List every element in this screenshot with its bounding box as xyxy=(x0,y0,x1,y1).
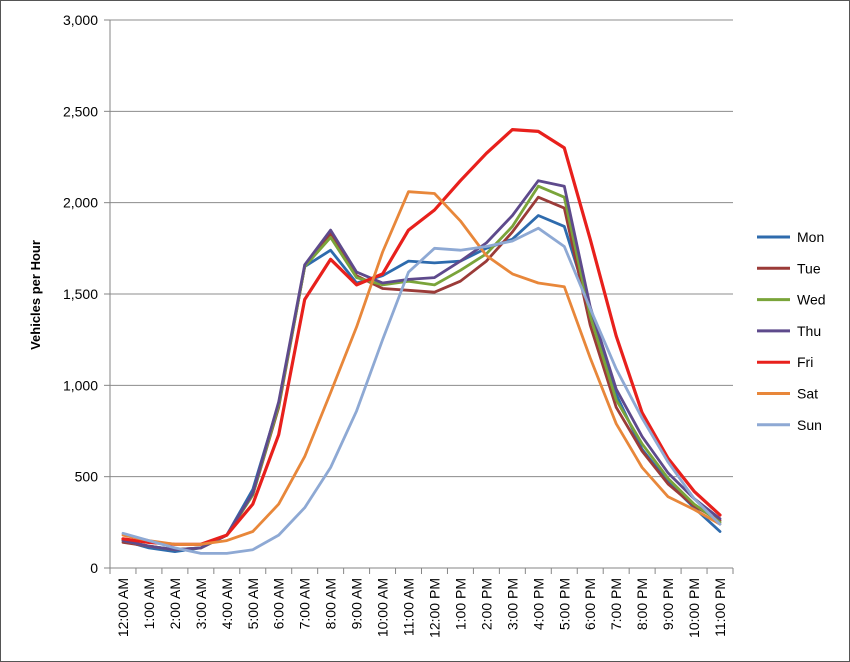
x-tick-label: 10:00 PM xyxy=(686,578,702,638)
y-tick-label: 1,500 xyxy=(63,286,98,302)
x-tick-label: 1:00 PM xyxy=(452,578,468,630)
legend-label-thu: Thu xyxy=(797,323,821,339)
series-line-thu xyxy=(121,179,722,552)
y-tick-label: 2,000 xyxy=(63,195,98,211)
x-axis-ticks: 12:00 AM 1:00 AM 2:00 AM 3:00 AM 4:00 AM 5:00… xyxy=(115,578,728,638)
x-tick-label: 4:00 AM xyxy=(219,578,235,629)
x-tick-label: 7:00 PM xyxy=(608,578,624,630)
gridlines xyxy=(110,19,733,478)
x-tick-label: 7:00 AM xyxy=(297,578,313,629)
series-line-sun xyxy=(121,226,722,555)
x-tick-label: 2:00 AM xyxy=(167,578,183,629)
x-tick-label: 12:00 AM xyxy=(115,578,131,637)
x-tick-label: 9:00 PM xyxy=(660,578,676,630)
axes xyxy=(104,19,734,574)
x-tick-label: 11:00 AM xyxy=(401,578,417,636)
x-tick-label: 5:00 AM xyxy=(245,578,261,629)
x-tick-label: 11:00 PM xyxy=(712,578,728,637)
x-tick-label: 6:00 PM xyxy=(582,578,598,630)
x-tick-label: 3:00 AM xyxy=(193,578,209,629)
series-line-wed xyxy=(121,184,722,552)
legend-label-sat: Sat xyxy=(797,386,818,402)
legend-label-sun: Sun xyxy=(797,417,822,433)
legend-label-mon: Mon xyxy=(797,229,824,245)
series-line-mon xyxy=(121,214,722,553)
x-tick-label: 5:00 PM xyxy=(556,578,572,630)
legend-label-wed: Wed xyxy=(797,292,826,308)
series-line-fri xyxy=(121,128,722,546)
x-tick-label: 8:00 PM xyxy=(634,578,650,630)
x-tick-label: 6:00 AM xyxy=(271,578,287,629)
x-tick-label: 9:00 AM xyxy=(349,578,365,629)
x-tick-label: 1:00 AM xyxy=(141,578,157,629)
legend-label-tue: Tue xyxy=(797,260,821,276)
y-tick-label: 3,000 xyxy=(63,12,98,28)
x-tick-label: 8:00 AM xyxy=(323,578,339,629)
x-tick-label: 3:00 PM xyxy=(504,578,520,630)
legend: Mon Tue Wed Thu Fri Sat Sun xyxy=(757,229,826,433)
series-lines xyxy=(121,128,722,555)
y-tick-label: 1,000 xyxy=(63,377,98,393)
y-tick-label: 2,500 xyxy=(63,103,98,119)
y-tick-label: 0 xyxy=(90,560,98,576)
legend-label-fri: Fri xyxy=(797,354,813,370)
x-tick-label: 2:00 PM xyxy=(478,578,494,630)
series-line-sat xyxy=(121,190,722,546)
x-tick-label: 4:00 PM xyxy=(530,578,546,630)
x-tick-label: 10:00 AM xyxy=(375,578,391,637)
x-tick-label: 12:00 PM xyxy=(426,578,442,638)
y-axis-ticks: 0 500 1,000 1,500 2,000 2,500 3,000 xyxy=(63,12,98,576)
y-axis-label: Vehicles per Hour xyxy=(28,240,43,350)
y-tick-label: 500 xyxy=(75,469,99,485)
